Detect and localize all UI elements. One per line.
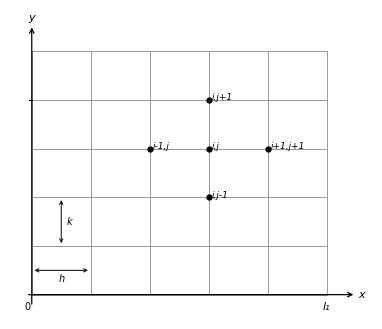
Text: i-1,j: i-1,j [153,142,170,151]
Text: k: k [67,217,73,227]
Text: i,j: i,j [212,142,220,151]
Text: i+1,j+1: i+1,j+1 [270,142,305,151]
Text: i,j-1: i,j-1 [212,191,228,200]
Text: h: h [58,274,64,284]
Text: x: x [358,290,364,300]
Text: y: y [28,13,35,23]
Text: 0: 0 [24,302,30,312]
Text: i,j+1: i,j+1 [212,93,233,102]
Text: l₁: l₁ [323,302,330,312]
